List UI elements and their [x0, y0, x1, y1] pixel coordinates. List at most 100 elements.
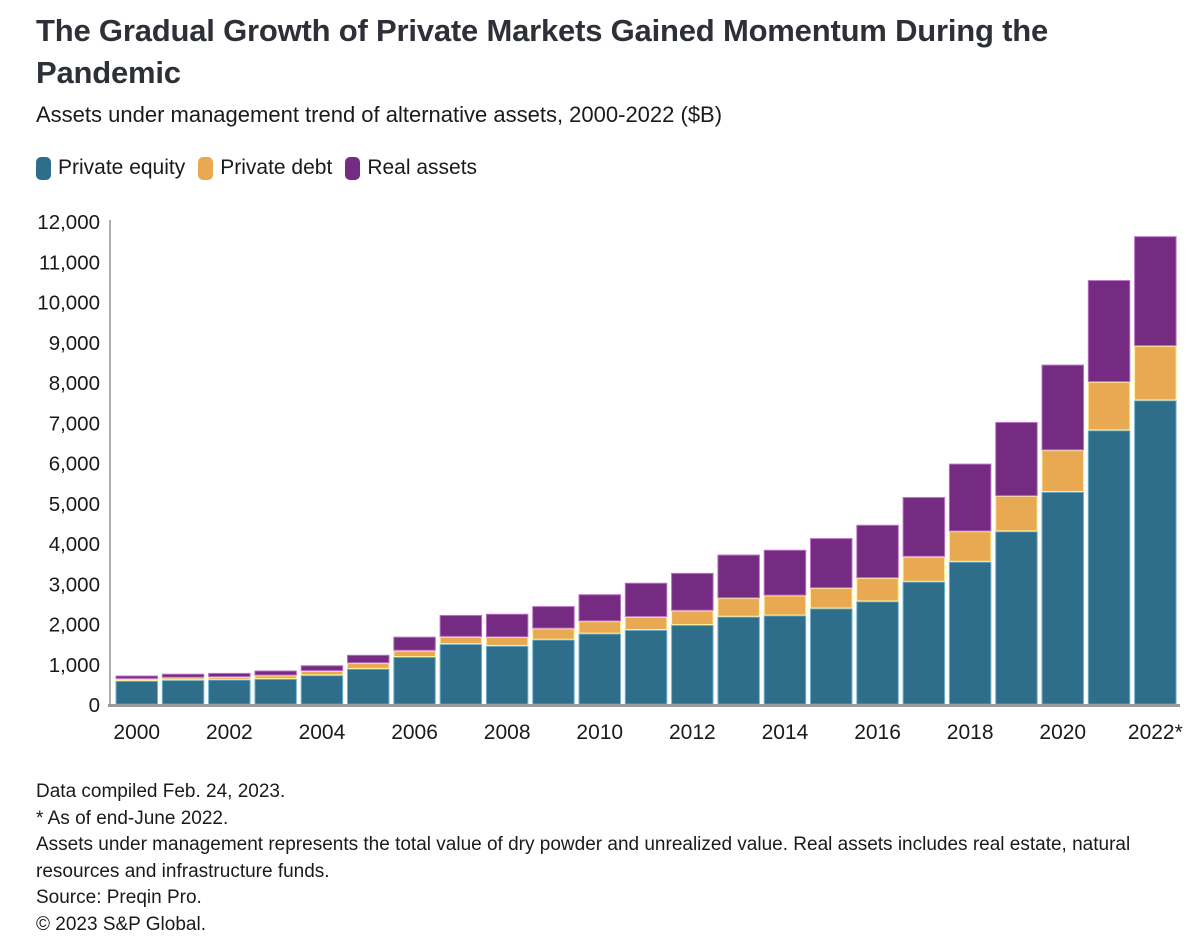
- x-axis-label: 2022*: [1128, 721, 1183, 744]
- bar-segment: [578, 633, 621, 705]
- bar-segment: [717, 616, 760, 705]
- legend-item-private-equity: Private equity: [36, 156, 185, 180]
- bar-segment: [1087, 381, 1131, 431]
- bar-segment: [208, 672, 251, 678]
- bar-segment: [624, 629, 668, 705]
- y-axis-label: 2,000: [49, 614, 100, 637]
- bar-segment: [948, 463, 992, 532]
- bar-segment: [1041, 491, 1084, 705]
- bar-segment: [717, 554, 760, 599]
- bar-segment: [439, 636, 483, 645]
- y-axis-label: 5,000: [49, 493, 100, 516]
- bar-segment: [671, 610, 714, 626]
- bar-segment: [1134, 400, 1177, 705]
- bar-segment: [1041, 450, 1084, 492]
- bar-segment: [1087, 430, 1131, 705]
- bar-segment: [671, 624, 714, 705]
- legend-item-real-assets: Real assets: [345, 156, 477, 180]
- bar-segment: [578, 594, 621, 622]
- bar-segment: [902, 497, 946, 557]
- bar-segment: [254, 675, 297, 679]
- y-axis-label: 11,000: [39, 251, 100, 274]
- bar-segment: [624, 582, 668, 617]
- bar-segment: [485, 637, 529, 646]
- x-axis-label: 2004: [299, 721, 346, 744]
- bar-segment: [1087, 280, 1131, 383]
- bar-segment: [208, 676, 251, 680]
- bar-segment: [810, 538, 853, 589]
- bar-segment: [532, 628, 575, 640]
- bar-segment: [717, 598, 760, 617]
- x-axis-label: 2016: [854, 721, 901, 744]
- bar-segment: [208, 679, 251, 705]
- bar-segment: [532, 639, 575, 705]
- bar-segment: [485, 613, 529, 638]
- bar-segment: [1134, 345, 1177, 401]
- bar-segment: [995, 421, 1038, 497]
- bar-segment: [856, 524, 899, 579]
- bar-segment: [115, 675, 158, 679]
- y-axis-label: 9,000: [49, 332, 100, 355]
- legend-label: Private debt: [220, 156, 333, 179]
- bar-segment: [161, 673, 205, 678]
- footnote-line: Assets under management represents the t…: [36, 834, 1131, 882]
- footnote-line: * As of end-June 2022.: [36, 807, 229, 829]
- bar-segment: [161, 679, 205, 705]
- legend: Private equity Private debt Real assets: [36, 156, 477, 180]
- legend-item-private-debt: Private debt: [198, 156, 332, 180]
- bar-segment: [902, 556, 946, 582]
- legend-swatch-icon: [198, 156, 214, 180]
- chart-title: The Gradual Growth of Private Markets Ga…: [36, 13, 1049, 90]
- bar-segment: [995, 496, 1038, 532]
- bar-segment: [254, 670, 297, 676]
- footnote-line: Data compiled Feb. 24, 2023.: [36, 781, 286, 802]
- bar-segment: [254, 678, 297, 705]
- x-axis-label: 2012: [669, 721, 716, 744]
- bar-segment: [439, 643, 483, 705]
- bar-segment: [1134, 236, 1177, 347]
- bar-segment: [347, 663, 390, 669]
- y-axis-label: 3,000: [49, 573, 100, 596]
- bar-segment: [856, 577, 899, 602]
- legend-label: Real assets: [367, 156, 478, 179]
- x-axis-label: 2010: [576, 721, 623, 744]
- legend-swatch-icon: [36, 156, 51, 180]
- bar-segment: [1041, 364, 1084, 451]
- bar-segment: [856, 601, 899, 705]
- x-axis-label: 2002: [206, 721, 253, 744]
- bar-segment: [300, 675, 344, 705]
- bar-segment: [393, 636, 436, 651]
- x-axis-label: 2018: [947, 721, 994, 744]
- footnote-line: Source: Preqin Pro.: [36, 887, 202, 908]
- y-axis-label: 12,000: [37, 211, 100, 234]
- bar-segment: [115, 680, 158, 705]
- y-axis-label: 6,000: [49, 453, 100, 476]
- bar-segment: [393, 656, 436, 705]
- bar-segment: [532, 606, 575, 629]
- y-axis-label: 7,000: [49, 412, 100, 435]
- bar-segment: [578, 621, 621, 634]
- x-axis-label: 2006: [391, 721, 438, 744]
- bar-segment: [763, 549, 807, 596]
- bar-segment: [902, 581, 946, 705]
- footnote-line: © 2023 S&P Global.: [36, 913, 206, 935]
- legend-swatch-icon: [345, 156, 361, 180]
- bar-segment: [300, 670, 344, 676]
- bar-segment: [300, 665, 344, 672]
- bar-segment: [810, 587, 853, 609]
- y-axis-label: 0: [89, 694, 100, 717]
- y-axis-label: 10,000: [37, 292, 100, 315]
- bar-segment: [763, 615, 807, 705]
- x-axis-label: 2020: [1039, 721, 1086, 744]
- bar-segment: [763, 595, 807, 616]
- stacked-bar-chart: 0 1,000 2,000 3,000 4,000 5,000 6,000 7,000 8,00…: [37, 211, 1183, 744]
- legend-label: Private equity: [58, 156, 186, 179]
- y-axis-label: 1,000: [49, 654, 100, 677]
- footnotes: Data compiled Feb. 24, 2023. * As of end-…: [36, 779, 1194, 938]
- bar-segment: [995, 531, 1038, 705]
- x-axis-label: 2000: [113, 721, 160, 744]
- y-axis-label: 8,000: [49, 372, 100, 395]
- bar-segment: [161, 677, 205, 681]
- y-axis-label: 4,000: [49, 533, 100, 556]
